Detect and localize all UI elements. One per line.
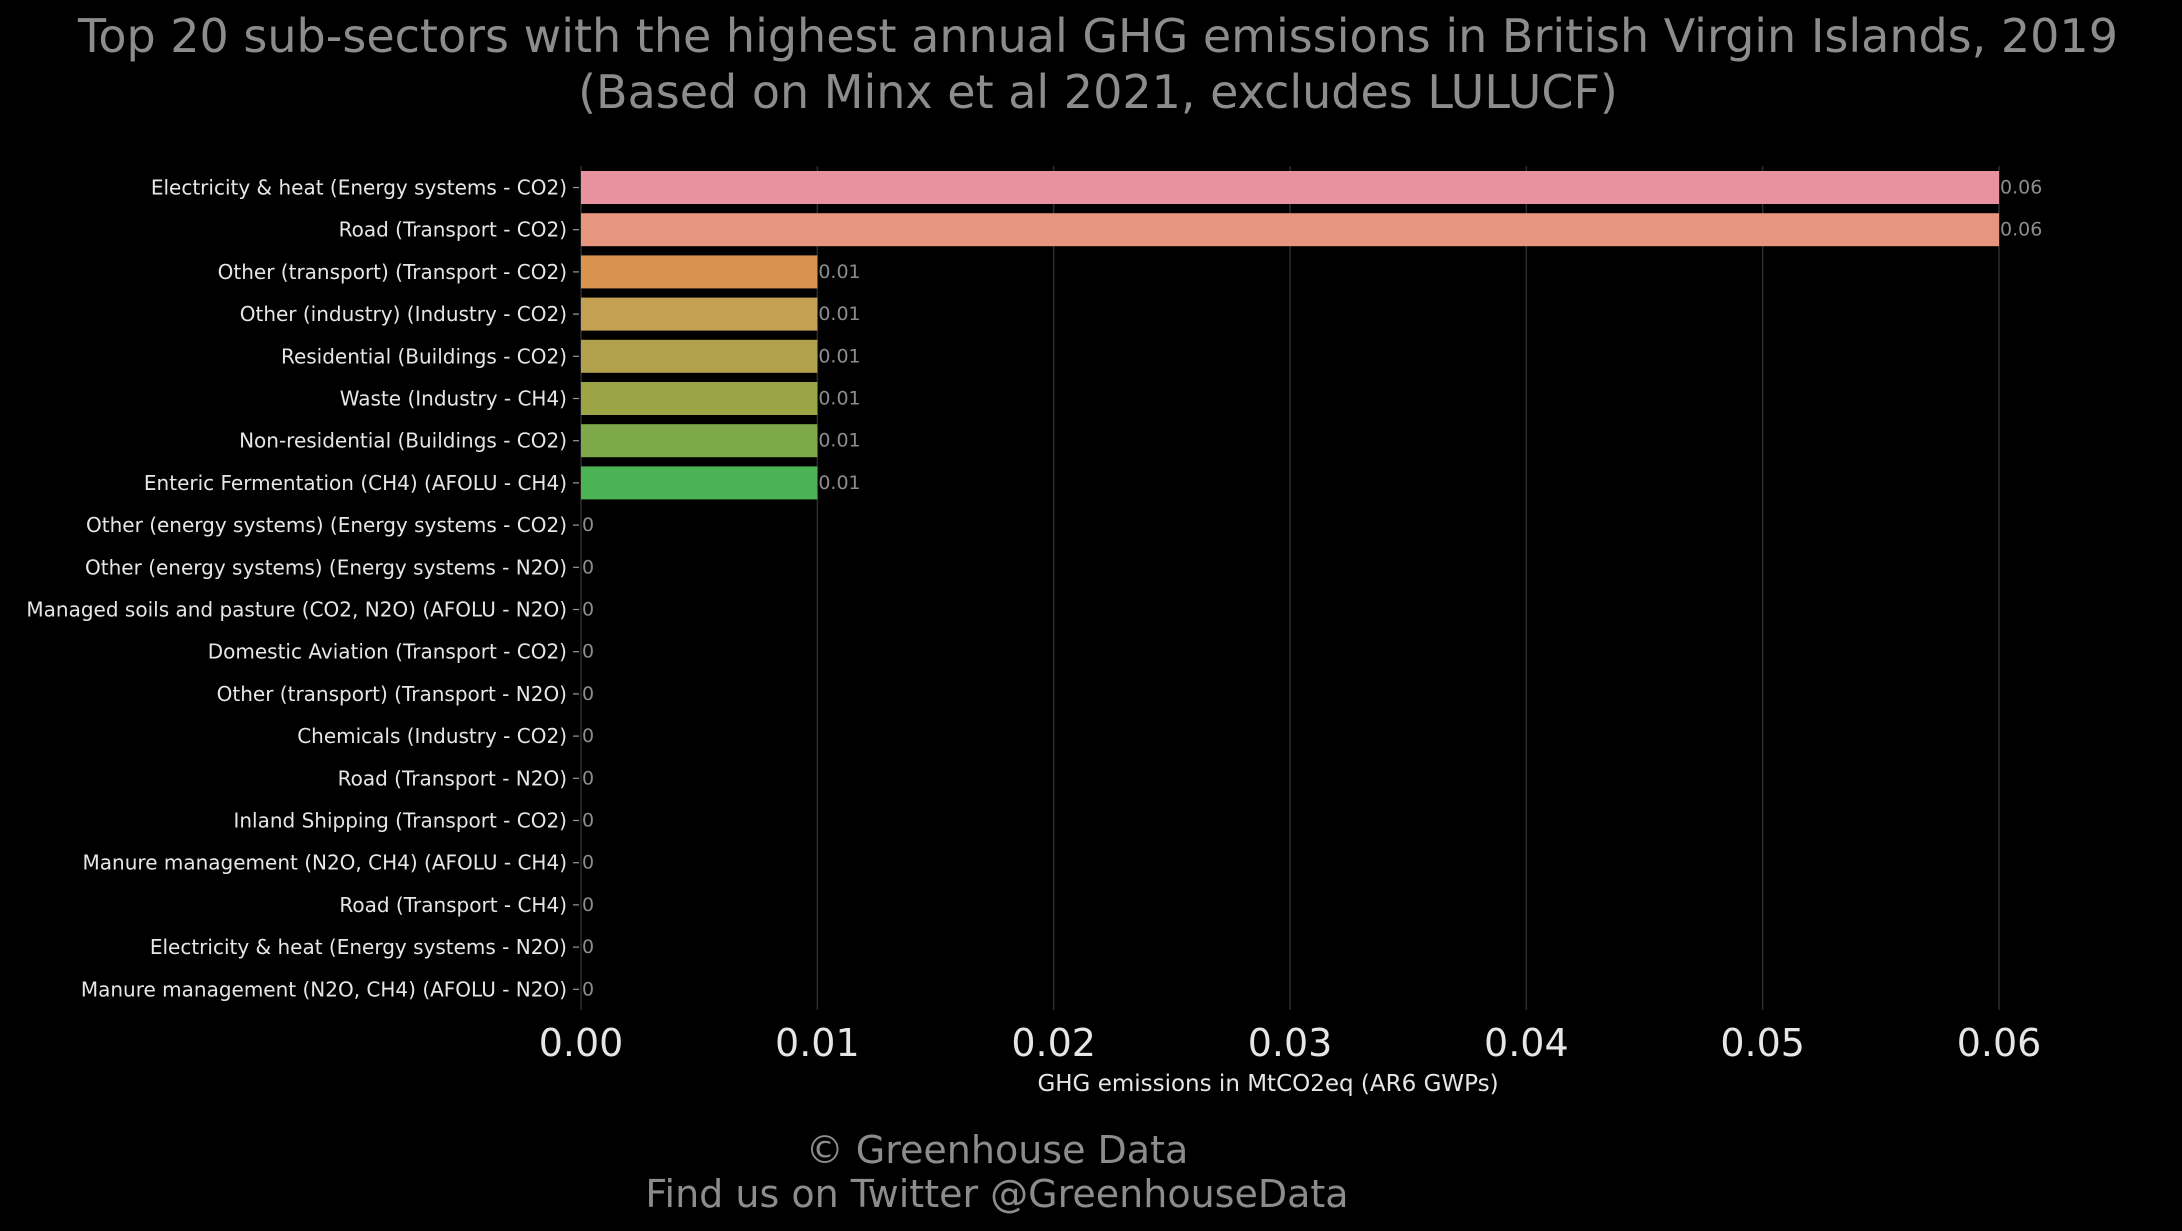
category-label: Manure management (N2O, CH4) (AFOLU - N2… <box>81 977 567 1001</box>
value-label: 0 <box>582 767 594 789</box>
category-labels: Electricity & heat (Energy systems - CO2… <box>26 176 567 1002</box>
value-label: 0.01 <box>818 345 860 367</box>
bar <box>581 213 1999 247</box>
category-label: Enteric Fermentation (CH4) (AFOLU - CH4) <box>144 471 567 495</box>
category-label: Manure management (N2O, CH4) (AFOLU - CH… <box>83 851 567 875</box>
category-label: Other (energy systems) (Energy systems -… <box>86 513 567 537</box>
category-label: Waste (Industry - CH4) <box>340 387 567 411</box>
bar <box>581 297 818 331</box>
value-label: 0 <box>582 556 594 578</box>
value-label: 0.01 <box>818 472 860 494</box>
x-tick-labels: 0.00 0.01 0.02 0.03 0.04 0.05 0.06 <box>539 1021 2042 1065</box>
value-label: 0.06 <box>2000 177 2042 199</box>
value-label: 0 <box>582 852 594 874</box>
bar <box>581 424 818 458</box>
value-label: 0.06 <box>2000 219 2042 241</box>
x-tick-label: 0.01 <box>775 1021 860 1065</box>
value-label: 0 <box>582 936 594 958</box>
category-label: Chemicals (Industry - CO2) <box>297 724 567 748</box>
category-label: Other (transport) (Transport - N2O) <box>217 682 567 706</box>
bar <box>581 382 818 415</box>
category-label: Electricity & heat (Energy systems - N2O… <box>150 935 567 959</box>
category-label: Other (industry) (Industry - CO2) <box>240 302 567 326</box>
value-label: 0 <box>582 599 594 621</box>
value-label: 0.01 <box>818 388 860 410</box>
category-label: Road (Transport - CO2) <box>339 218 567 242</box>
category-label: Other (transport) (Transport - CO2) <box>218 260 567 284</box>
x-tick-label: 0.06 <box>1957 1021 2042 1065</box>
value-label: 0 <box>582 978 594 1000</box>
category-label: Managed soils and pasture (CO2, N2O) (AF… <box>26 598 567 622</box>
value-label: 0.01 <box>818 430 860 452</box>
bars <box>573 171 1999 990</box>
credit-line-2: Find us on Twitter @GreenhouseData <box>645 1172 1348 1216</box>
x-axis-title: GHG emissions in MtCO2eq (AR6 GWPs) <box>1037 1071 1498 1097</box>
chart-subtitle: (Based on Minx et al 2021, excludes LULU… <box>578 65 1618 119</box>
category-label: Domestic Aviation (Transport - CO2) <box>208 640 567 664</box>
category-label: Other (energy systems) (Energy systems -… <box>85 555 567 579</box>
chart-title: Top 20 sub-sectors with the highest annu… <box>77 9 2118 63</box>
credit-line-1: © Greenhouse Data <box>806 1128 1189 1172</box>
value-label: 0 <box>582 894 594 916</box>
x-tick-label: 0.02 <box>1011 1021 1096 1065</box>
category-label: Residential (Buildings - CO2) <box>281 344 567 368</box>
value-label: 0.01 <box>818 261 860 283</box>
bar <box>581 339 818 373</box>
value-label: 0 <box>582 514 594 536</box>
x-tick-label: 0.03 <box>1248 1021 1333 1065</box>
category-label: Electricity & heat (Energy systems - CO2… <box>151 176 567 200</box>
category-label: Inland Shipping (Transport - CO2) <box>233 809 567 833</box>
x-tick-label: 0.00 <box>539 1021 624 1065</box>
value-label: 0 <box>582 641 594 663</box>
value-labels: 0.06 0.06 0.01 0.01 0.01 0.01 0.01 0.01 0 0 0 0 0 0 0 0… <box>582 177 2042 1001</box>
bar <box>581 255 818 289</box>
value-label: 0 <box>582 725 594 747</box>
x-tick-label: 0.05 <box>1720 1021 1805 1065</box>
gridlines <box>580 166 2000 1010</box>
bar <box>581 171 1999 204</box>
category-label: Road (Transport - CH4) <box>339 893 567 917</box>
value-label: 0 <box>582 810 594 832</box>
value-label: 0 <box>582 683 594 705</box>
category-label: Road (Transport - N2O) <box>338 766 567 790</box>
x-tick-label: 0.04 <box>1484 1021 1569 1065</box>
value-label: 0.01 <box>818 303 860 325</box>
category-label: Non-residential (Buildings - CO2) <box>239 429 567 453</box>
bar <box>581 466 818 500</box>
